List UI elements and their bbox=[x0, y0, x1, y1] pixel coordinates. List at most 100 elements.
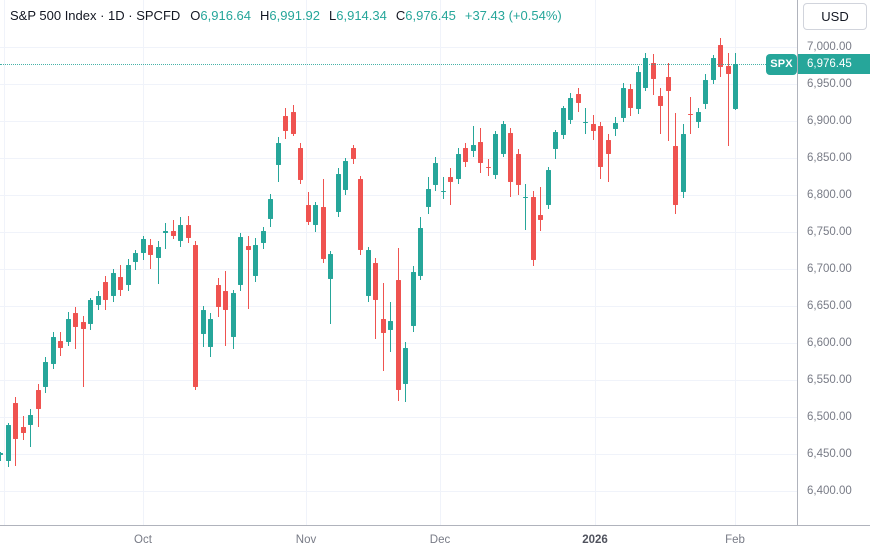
chart-canvas[interactable]: S&P 500 Index · 1D · SPCFD O6,916.64 H6,99… bbox=[0, 0, 797, 525]
price-axis-label: 6,500.00 bbox=[807, 411, 852, 423]
price-axis-label: 6,650.00 bbox=[807, 300, 852, 312]
candle-body bbox=[185, 224, 191, 238]
price-axis-label: 7,000.00 bbox=[807, 41, 852, 53]
price-gridline bbox=[0, 84, 797, 85]
candle-body bbox=[80, 321, 86, 329]
candle-body bbox=[575, 93, 581, 104]
candle-body bbox=[680, 134, 686, 193]
time-axis-label: Feb bbox=[725, 534, 745, 546]
candle-body bbox=[223, 291, 228, 311]
candle-body bbox=[500, 123, 506, 154]
candle-body bbox=[433, 163, 438, 185]
price-gridline bbox=[0, 417, 797, 418]
candle-body bbox=[253, 244, 258, 277]
candle-body bbox=[733, 64, 738, 109]
time-axis-label: Nov bbox=[295, 534, 317, 546]
currency-toggle-button[interactable]: USD bbox=[803, 3, 867, 30]
candle-body bbox=[275, 143, 281, 165]
candle-body bbox=[95, 296, 101, 306]
candle-wick bbox=[690, 97, 691, 135]
candle-wick bbox=[727, 52, 729, 147]
symbol-title[interactable]: S&P 500 Index · 1D · SPCFD bbox=[10, 8, 181, 23]
candle-body bbox=[283, 115, 288, 132]
price-axis-label: 6,850.00 bbox=[807, 152, 852, 164]
time-gridline bbox=[143, 0, 144, 525]
ohlc-close: C6,976.45 bbox=[395, 8, 456, 23]
candle-wick bbox=[82, 315, 84, 387]
candle-body bbox=[163, 230, 168, 233]
price-gridline bbox=[0, 121, 797, 122]
candle-body bbox=[568, 98, 573, 120]
candle-body bbox=[410, 271, 416, 326]
candle-body bbox=[110, 272, 116, 297]
candle-body bbox=[703, 80, 708, 104]
candle-body bbox=[260, 230, 266, 244]
candle-wick bbox=[330, 251, 331, 324]
price-axis-label: 6,950.00 bbox=[807, 78, 852, 90]
price-gridline bbox=[0, 195, 797, 196]
candle-body bbox=[268, 198, 273, 220]
candle-wick bbox=[540, 186, 541, 231]
candle-body bbox=[305, 205, 311, 223]
price-axis-label: 6,450.00 bbox=[807, 448, 852, 460]
candle-body bbox=[208, 318, 213, 347]
candle-body bbox=[470, 144, 476, 152]
price-axis-label: 6,900.00 bbox=[807, 115, 852, 127]
candle-body bbox=[103, 281, 108, 301]
ohlc-low: L6,914.34 bbox=[329, 8, 387, 23]
candle-body bbox=[440, 190, 446, 192]
candle-wick bbox=[157, 240, 159, 284]
candle-wick bbox=[660, 87, 661, 135]
candle-wick bbox=[442, 176, 444, 199]
candle-body bbox=[395, 280, 401, 390]
symbol-legend[interactable]: S&P 500 Index · 1D · SPCFD O6,916.64 H6,99… bbox=[10, 8, 562, 23]
candle-body bbox=[178, 224, 183, 241]
candle-wick bbox=[450, 168, 451, 206]
candle-body bbox=[335, 173, 341, 212]
price-gridline bbox=[0, 491, 797, 492]
candle-body bbox=[538, 214, 543, 221]
candle-body bbox=[328, 254, 333, 280]
candle-body bbox=[620, 88, 626, 119]
time-axis-label: Oct bbox=[134, 534, 152, 546]
candle-wick bbox=[472, 126, 474, 157]
candle-body bbox=[388, 320, 393, 331]
candle-wick bbox=[172, 220, 174, 240]
time-axis[interactable]: Oct Nov Dec 2026 Feb bbox=[0, 525, 870, 555]
candle-body bbox=[598, 126, 603, 167]
price-axis[interactable]: USD 6,976.45 7,000.00 6,950.00 6,900.00 6,8… bbox=[797, 0, 870, 555]
candle-body bbox=[515, 154, 521, 185]
candle-body bbox=[545, 169, 551, 206]
candle-body bbox=[358, 178, 363, 250]
candle-body bbox=[613, 123, 618, 130]
candle-body bbox=[28, 414, 33, 426]
candle-body bbox=[215, 285, 221, 308]
candle-body bbox=[583, 121, 588, 123]
candle-body bbox=[455, 153, 461, 180]
candle-body bbox=[523, 197, 528, 199]
candle-body bbox=[560, 108, 566, 136]
candle-body bbox=[478, 141, 483, 164]
candle-wick bbox=[525, 183, 526, 230]
candle-body bbox=[193, 245, 198, 387]
candle-body bbox=[448, 176, 453, 182]
candle-body bbox=[650, 62, 656, 79]
candle-body bbox=[133, 253, 138, 262]
candle-body bbox=[718, 44, 723, 67]
time-gridline bbox=[735, 0, 736, 525]
candle-body bbox=[688, 113, 693, 116]
candle-body bbox=[125, 264, 131, 286]
candle-body bbox=[673, 146, 678, 206]
candle-body bbox=[373, 263, 378, 301]
candle-body bbox=[73, 312, 78, 327]
candle-body bbox=[665, 77, 671, 91]
candle-wick bbox=[165, 223, 166, 249]
candle-wick bbox=[0, 451, 1, 461]
candle-body bbox=[658, 95, 663, 107]
candle-body bbox=[380, 318, 386, 334]
candle-body bbox=[58, 340, 63, 349]
candle-body bbox=[313, 205, 318, 226]
price-axis-label: 6,550.00 bbox=[807, 374, 852, 386]
price-axis-label: 6,400.00 bbox=[807, 485, 852, 497]
price-gridline bbox=[0, 232, 797, 233]
